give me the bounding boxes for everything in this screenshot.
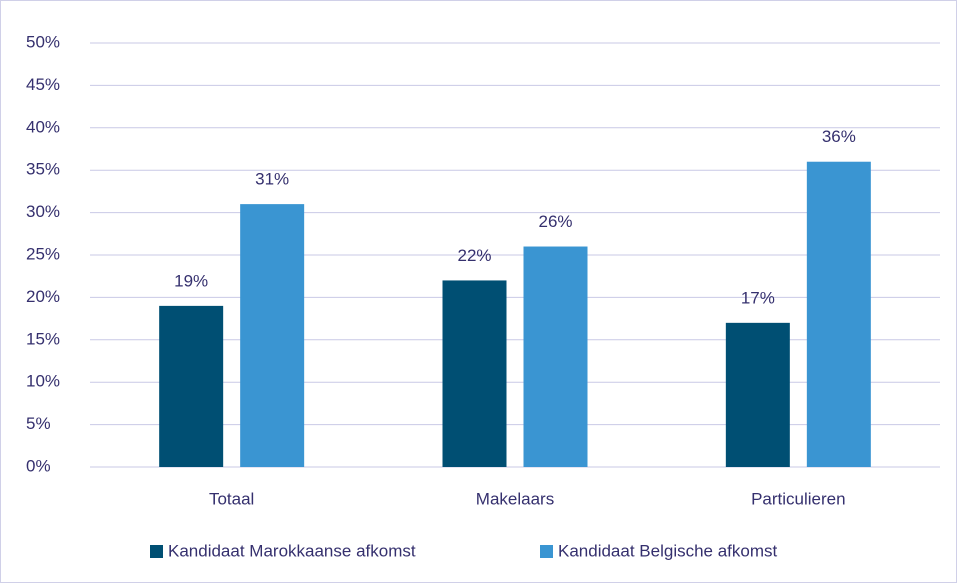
y-tick-label: 45% <box>26 75 60 94</box>
bar <box>523 246 588 467</box>
bar <box>442 280 507 467</box>
bar <box>725 322 790 467</box>
value-label: 36% <box>822 127 856 146</box>
y-tick-label: 10% <box>26 372 60 391</box>
value-label: 31% <box>255 170 289 189</box>
y-tick-label: 40% <box>26 117 60 136</box>
y-tick-label: 35% <box>26 160 60 179</box>
value-label: 26% <box>538 212 572 231</box>
y-tick-label: 0% <box>26 456 51 475</box>
y-tick-label: 5% <box>26 414 51 433</box>
value-label: 22% <box>457 246 491 265</box>
y-tick-label: 25% <box>26 244 60 263</box>
bar <box>806 161 871 467</box>
legend-label: Kandidaat Belgische afkomst <box>558 541 778 560</box>
legend-label: Kandidaat Marokkaanse afkomst <box>168 541 416 560</box>
y-tick-label: 30% <box>26 202 60 221</box>
x-tick-label: Makelaars <box>476 489 554 508</box>
x-tick-label: Particulieren <box>751 489 846 508</box>
x-tick-label: Totaal <box>209 489 254 508</box>
legend-swatch <box>540 545 553 558</box>
y-tick-label: 50% <box>26 32 60 51</box>
y-tick-label: 15% <box>26 329 60 348</box>
legend-swatch <box>150 545 163 558</box>
y-tick-label: 20% <box>26 287 60 306</box>
bar <box>240 204 305 467</box>
value-label: 17% <box>741 288 775 307</box>
value-label: 19% <box>174 271 208 290</box>
bar <box>159 305 224 467</box>
